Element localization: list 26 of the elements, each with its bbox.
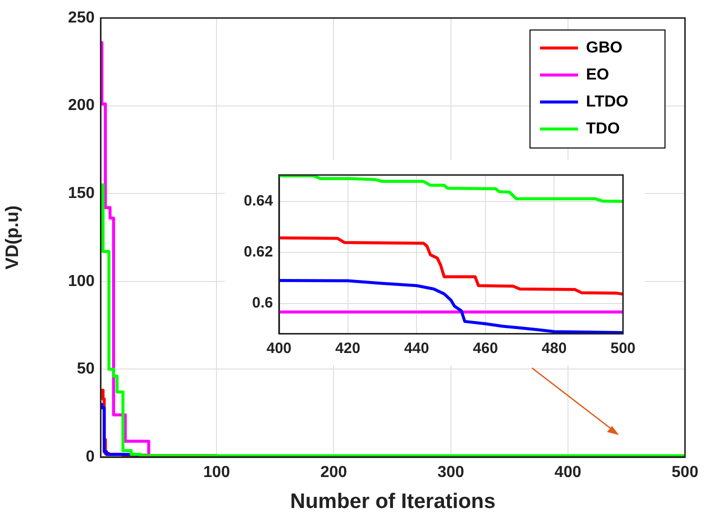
x-tick-label: 100: [203, 464, 230, 482]
y-tick-label: 250: [68, 9, 95, 26]
legend-label: TDO: [586, 120, 620, 138]
y-tick-label: 0.62: [244, 244, 273, 261]
x-axis-title: Number of Iterations: [290, 490, 496, 514]
x-tick-label: 440: [404, 340, 430, 357]
legend-label: LTDO: [586, 93, 628, 110]
y-tick-label: 0.64: [244, 192, 274, 210]
y-tick-label: 150: [68, 185, 95, 202]
y-tick-label: 0.6: [252, 294, 273, 312]
x-tick-label: 500: [610, 340, 636, 357]
y-tick-label: 0: [86, 448, 95, 466]
y-axis-title: VD(p.u): [2, 206, 22, 270]
legend-label: EO: [586, 66, 610, 84]
x-tick-label: 480: [542, 340, 567, 357]
y-tick-label: 50: [76, 360, 95, 378]
y-tick-label: 200: [68, 97, 95, 114]
x-tick-label: 420: [335, 340, 360, 357]
x-tick-label: 500: [672, 464, 698, 482]
x-tick-label: 460: [472, 340, 498, 357]
x-tick-label: 200: [320, 464, 348, 482]
x-tick-label: 400: [266, 340, 292, 357]
x-tick-label: 300: [437, 464, 464, 482]
x-tick-label: 400: [554, 464, 582, 482]
legend-label: GBO: [586, 39, 622, 56]
y-tick-label: 100: [68, 272, 95, 290]
